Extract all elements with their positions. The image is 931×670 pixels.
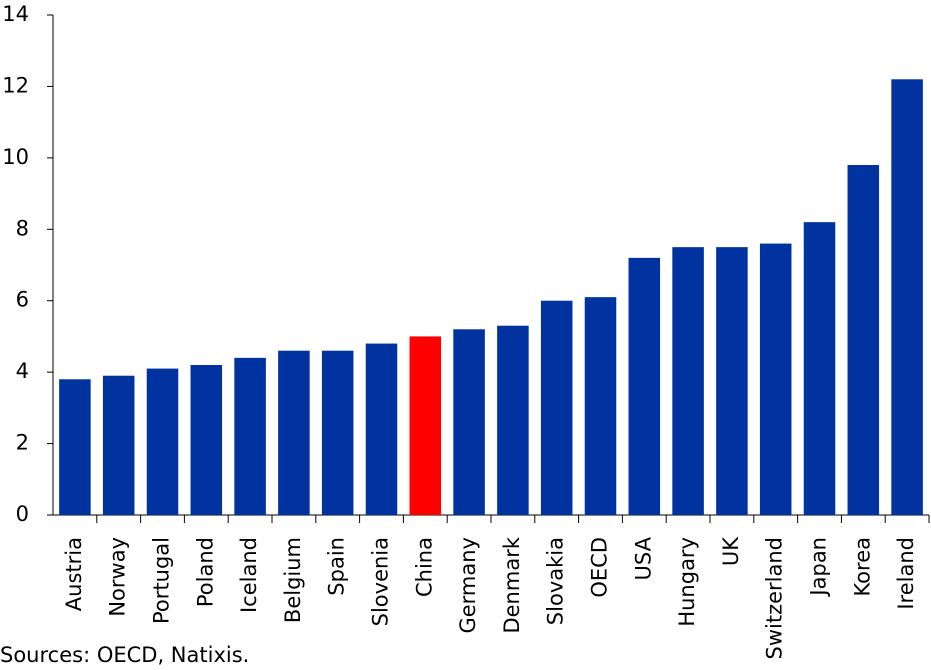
- x-tick-label: Portugal: [150, 537, 174, 624]
- x-tick-label: Switzerland: [763, 537, 787, 660]
- bar: [716, 247, 748, 515]
- x-tick-label: Spain: [325, 537, 349, 596]
- x-tick-label: Norway: [106, 537, 130, 617]
- x-tick-label: Denmark: [500, 536, 524, 633]
- y-tick-label: 10: [2, 145, 29, 169]
- x-tick-label: Slovakia: [544, 537, 568, 625]
- y-tick-label: 14: [2, 2, 29, 26]
- bar: [234, 357, 266, 515]
- x-tick-label: UK: [719, 536, 743, 566]
- source-note: Sources: OECD, Natixis.: [0, 643, 249, 667]
- y-tick-label: 0: [16, 502, 29, 526]
- x-tick-label: OECD: [588, 537, 612, 598]
- x-tick-label: Poland: [193, 537, 217, 607]
- bar: [540, 300, 573, 515]
- x-tick-label: Slovenia: [369, 537, 393, 626]
- bar: [497, 325, 529, 515]
- y-tick-label: 4: [16, 359, 29, 383]
- x-tick-label: Ireland: [894, 537, 918, 610]
- x-tick-label: Germany: [456, 537, 480, 634]
- bar: [278, 350, 310, 515]
- x-tick-label: USA: [631, 536, 655, 580]
- bar: [321, 350, 354, 515]
- bar: [803, 222, 836, 515]
- bar: [891, 79, 923, 516]
- bar: [453, 329, 485, 515]
- bar: [365, 343, 398, 515]
- y-tick-label: 8: [16, 216, 29, 240]
- bar: [672, 247, 704, 515]
- bar: [759, 243, 792, 516]
- y-tick-label: 6: [16, 288, 29, 312]
- x-tick-label: Iceland: [237, 537, 261, 613]
- bar: [190, 365, 223, 515]
- x-tick-label: Austria: [62, 537, 86, 611]
- x-tick-label: China: [412, 537, 436, 597]
- x-tick-label: Korea: [850, 537, 874, 597]
- x-tick-label: Belgium: [281, 537, 305, 623]
- bar: [146, 368, 179, 515]
- bar: [102, 375, 135, 515]
- bar: [628, 257, 661, 515]
- bar: [847, 165, 880, 515]
- y-tick-label: 2: [16, 431, 29, 455]
- x-tick-label: Hungary: [675, 537, 699, 627]
- y-tick-label: 12: [2, 73, 29, 97]
- bar: [59, 379, 91, 515]
- bar: [409, 336, 442, 515]
- bar: [584, 297, 617, 515]
- x-tick-label: Japan: [807, 537, 831, 598]
